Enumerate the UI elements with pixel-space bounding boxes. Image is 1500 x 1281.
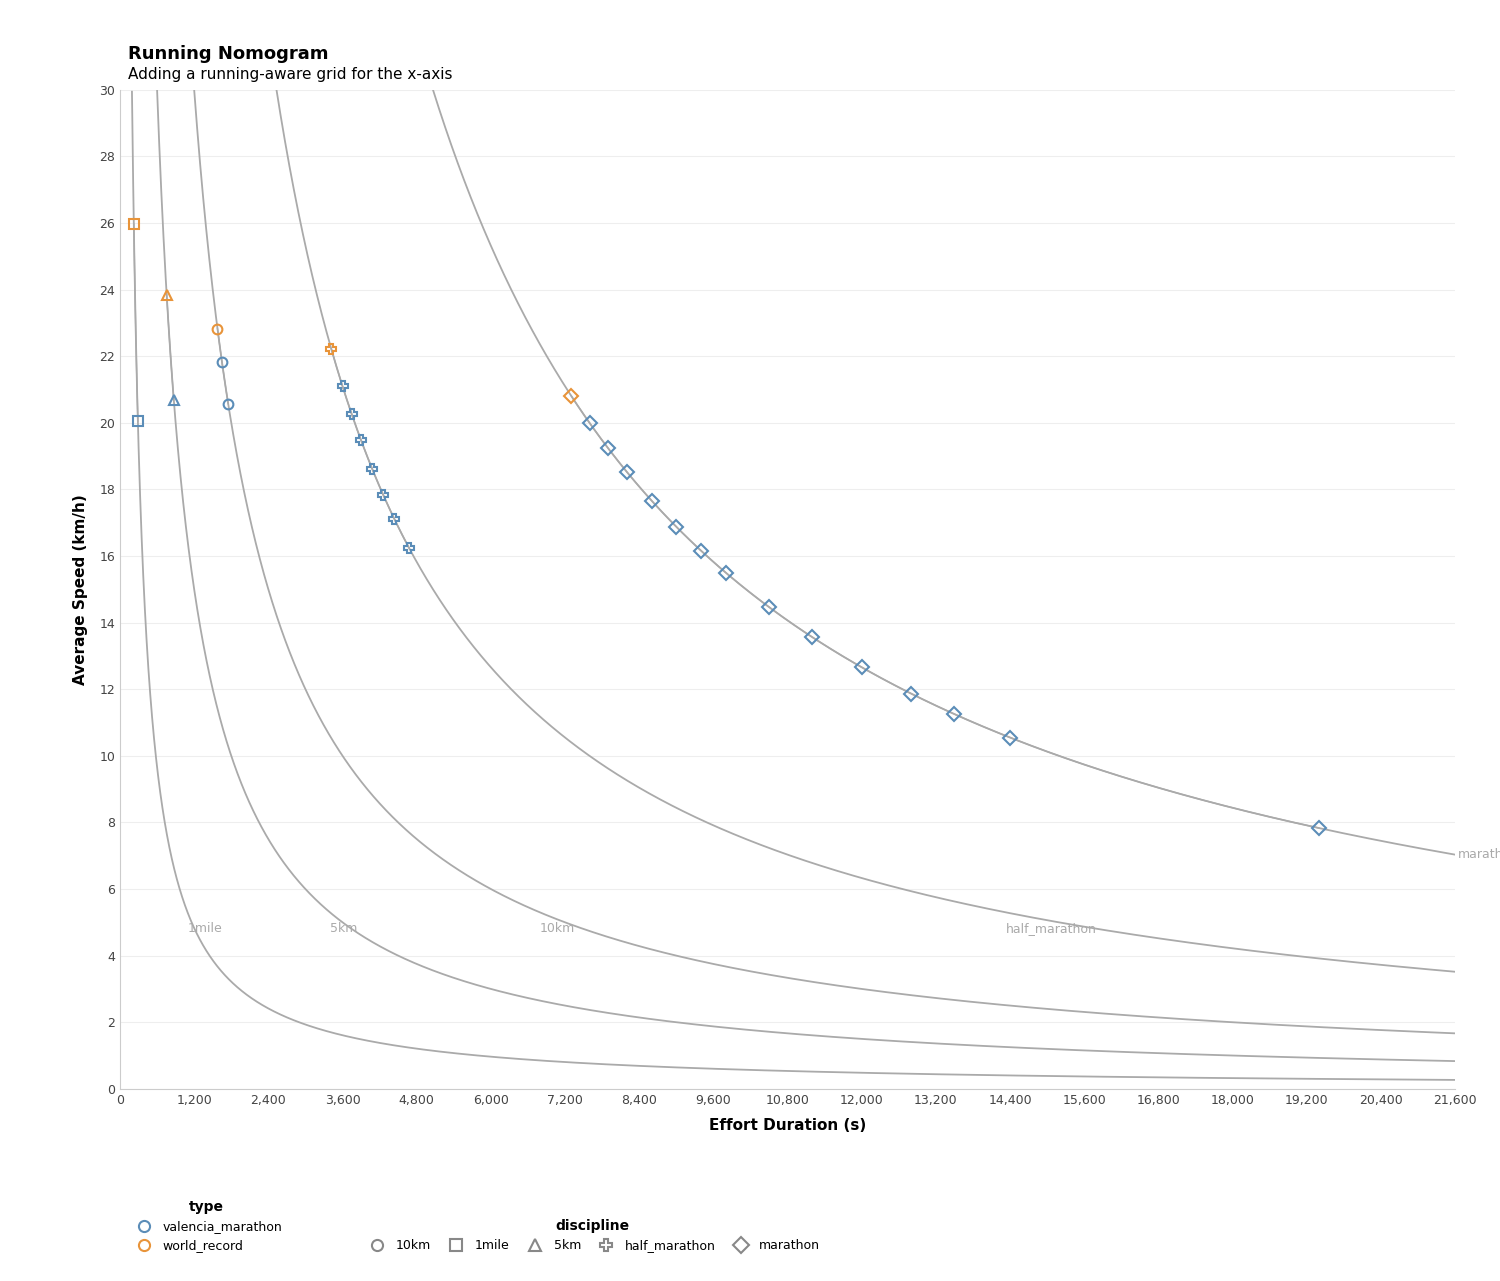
Text: 5km: 5km (330, 922, 357, 935)
Legend: 10km, 1mile, 5km, half_marathon, marathon: 10km, 1mile, 5km, half_marathon, maratho… (360, 1214, 825, 1258)
Text: Adding a running-aware grid for the x-axis: Adding a running-aware grid for the x-ax… (128, 67, 451, 82)
X-axis label: Effort Duration (s): Effort Duration (s) (710, 1118, 866, 1132)
Text: half_marathon: half_marathon (1005, 922, 1096, 935)
Text: marathon: marathon (1458, 848, 1500, 861)
Text: Running Nomogram: Running Nomogram (128, 45, 328, 63)
Text: 1mile: 1mile (188, 922, 222, 935)
Text: 10km: 10km (540, 922, 574, 935)
Y-axis label: Average Speed (km/h): Average Speed (km/h) (74, 494, 88, 684)
